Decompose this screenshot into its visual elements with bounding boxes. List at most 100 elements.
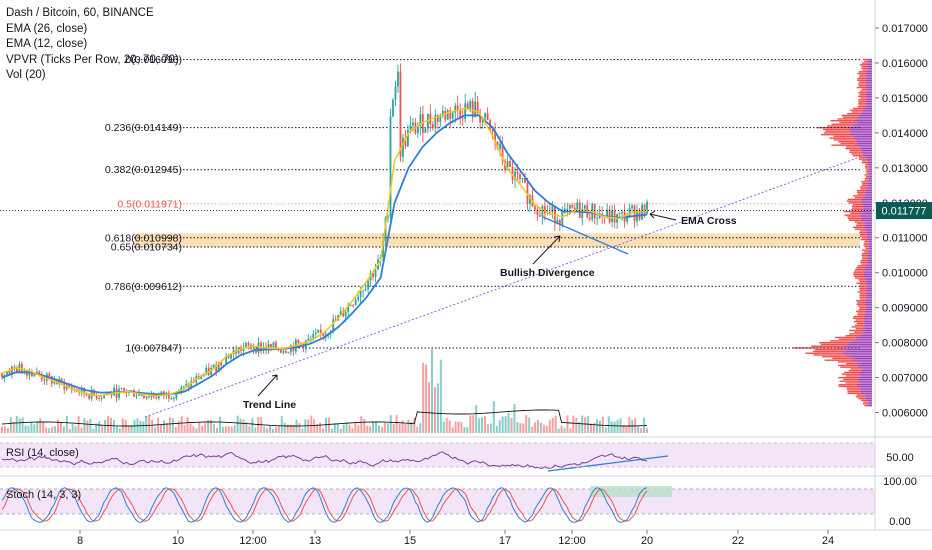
vpvr-row — [864, 245, 869, 248]
volume-bar — [236, 415, 239, 433]
volume-bar — [189, 423, 192, 433]
candle-body — [541, 206, 544, 217]
candle-body — [606, 209, 609, 218]
trend-line-annotation[interactable]: Trend Line — [243, 399, 296, 411]
vpvr-row — [864, 228, 872, 230]
vpvr-row — [866, 175, 870, 178]
vpvr-row — [847, 217, 862, 220]
volume-bar — [86, 420, 89, 433]
volume-bar — [539, 422, 542, 433]
vpvr-row — [838, 364, 857, 367]
symbol-title[interactable]: Dash / Bitcoin, 60, BINANCE — [6, 7, 154, 19]
vpvr-row — [864, 300, 872, 302]
vpvr-row — [845, 350, 872, 353]
volume-bar — [322, 428, 325, 433]
legend-ema26[interactable]: EMA (26, close) — [6, 22, 88, 35]
vpvr-row — [853, 315, 864, 318]
volume-bar — [6, 428, 9, 433]
candle-body — [484, 113, 487, 119]
volume-bar — [160, 424, 163, 433]
vpvr-row — [838, 338, 858, 340]
vpvr-row — [866, 81, 872, 83]
candle-body — [322, 332, 325, 336]
vpvr-row — [848, 369, 862, 372]
stoch-label[interactable]: Stoch (14, 3, 3) — [6, 489, 81, 501]
candle-body — [100, 398, 103, 400]
vpvr-row — [837, 118, 857, 120]
price-tick-label: 0.006000 — [882, 408, 928, 420]
volume-bar — [407, 419, 410, 433]
vpvr-row — [860, 335, 872, 337]
volume-bar — [442, 421, 445, 433]
candle-body — [412, 122, 414, 126]
vpvr-row — [824, 359, 851, 361]
vpvr-row — [851, 326, 863, 328]
vpvr-row — [845, 335, 861, 337]
vpvr-row — [858, 76, 867, 78]
time-tick-label: 24 — [822, 535, 834, 547]
volume-bar — [263, 426, 266, 433]
vpvr-row — [855, 268, 865, 270]
volume-bar — [581, 415, 584, 433]
volume-bar — [375, 421, 378, 433]
volume-bar — [554, 416, 557, 433]
vpvr-row — [866, 259, 872, 262]
vpvr-row — [819, 342, 849, 344]
volume-bar — [127, 425, 130, 433]
legend-ema12[interactable]: EMA (12, close) — [6, 38, 88, 50]
volume-bar — [460, 422, 463, 433]
vpvr-row — [838, 376, 857, 379]
drawings[interactable] — [0, 156, 875, 472]
candle-body — [397, 71, 399, 87]
vpvr-row — [857, 78, 866, 80]
volume-bar — [180, 416, 183, 433]
volume-bar — [528, 417, 531, 433]
legend-vol[interactable]: Vol (20) — [6, 69, 46, 81]
candle-body — [43, 379, 46, 381]
volume-bar — [51, 427, 54, 433]
volume-bar — [516, 422, 519, 433]
vpvr-row — [860, 90, 867, 92]
vpvr-row — [860, 387, 872, 389]
candle-body — [466, 103, 469, 109]
volume-bar — [30, 422, 33, 433]
fib-retracement[interactable]: 0(0.016096) 0.236(0.014149) 0.382(0.012945… — [105, 54, 860, 354]
bullish-divergence-annotation[interactable]: Bullish Divergence — [500, 267, 595, 279]
volume-bar — [607, 416, 610, 433]
candle-body — [319, 329, 322, 333]
vpvr-row — [859, 64, 867, 66]
ema-cross-annotation[interactable]: EMA Cross — [681, 215, 737, 227]
vpvr-row — [854, 331, 865, 333]
candle-body — [344, 311, 347, 317]
candle-body — [80, 387, 83, 393]
vpvr-row — [863, 272, 872, 274]
ema-lines — [1, 107, 648, 397]
time-axis[interactable]: 8 10 12:00 13 15 17 12:00 20 22 24 — [77, 530, 834, 547]
time-tick-label: 17 — [499, 535, 511, 547]
vpvr-row — [862, 212, 872, 215]
volume-bar — [24, 425, 27, 433]
vpvr-row — [805, 352, 843, 354]
volume-bar — [475, 405, 478, 433]
vpvr-row — [867, 160, 872, 162]
vpvr-histogram — [793, 58, 872, 407]
vpvr-row — [853, 107, 864, 110]
legend-vpvr[interactable]: VPVR (Ticks Per Row, 20, 70, 70) — [6, 53, 179, 66]
vpvr-row — [847, 389, 861, 391]
volume-bar — [230, 426, 233, 433]
rsi-label[interactable]: RSI (14, close) — [6, 447, 79, 459]
candle-body — [402, 137, 404, 157]
vpvr-row — [793, 347, 837, 349]
candle-body — [157, 394, 160, 399]
price-axis[interactable]: 0.017000 0.016000 0.015000 0.014000 0.013000… — [875, 23, 928, 528]
vpvr-row — [820, 133, 849, 136]
candle-body — [394, 86, 397, 100]
vpvr-row — [860, 113, 872, 115]
candle-body — [357, 297, 360, 300]
price-tick-label: 0.016000 — [882, 58, 928, 70]
vpvr-row — [868, 179, 872, 181]
volume-bar — [451, 427, 454, 433]
volume-bar — [89, 418, 92, 433]
volume-bar — [298, 422, 301, 433]
